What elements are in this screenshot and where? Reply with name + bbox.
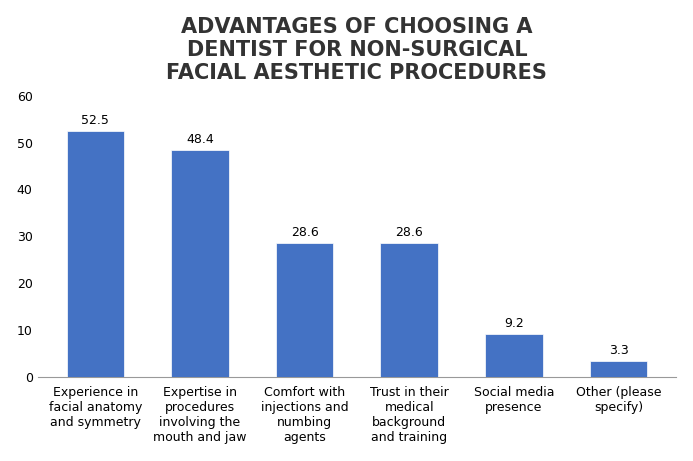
Text: 28.6: 28.6 [291,226,319,239]
Bar [590,361,647,377]
Bar [485,334,543,377]
Text: 52.5: 52.5 [81,114,109,127]
Bar [171,150,229,377]
Title: ADVANTAGES OF CHOOSING A
DENTIST FOR NON-SURGICAL
FACIAL AESTHETIC PROCEDURES: ADVANTAGES OF CHOOSING A DENTIST FOR NON… [166,17,547,83]
Bar [67,131,124,377]
Text: 9.2: 9.2 [504,317,524,330]
Text: 28.6: 28.6 [396,226,423,239]
Text: 3.3: 3.3 [608,344,629,357]
Bar [380,243,438,377]
Text: 48.4: 48.4 [186,133,214,146]
Bar [276,243,333,377]
